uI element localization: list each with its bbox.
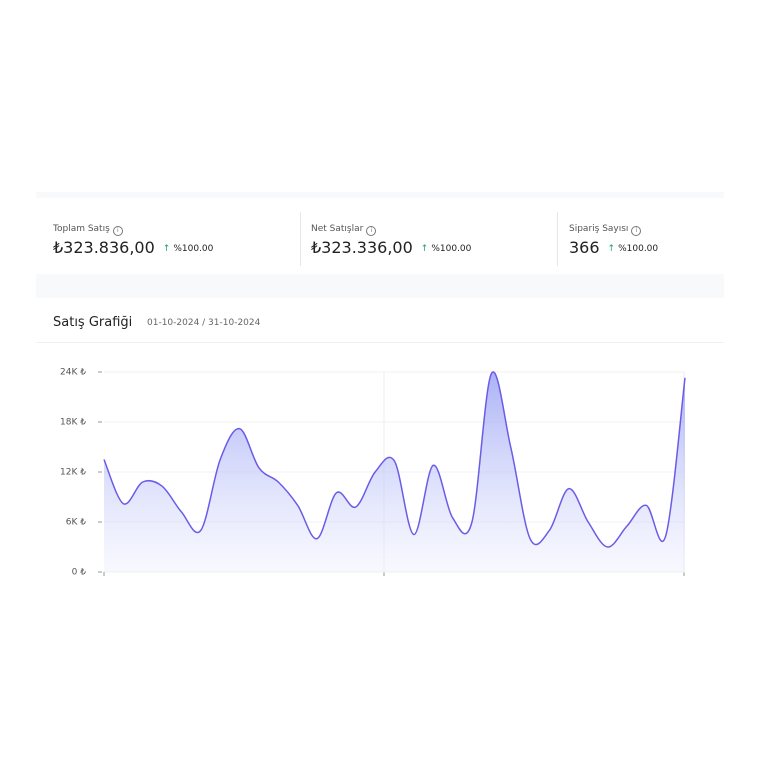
kpi-change-text: %100.00 [173, 244, 214, 254]
chart-card: Satış Grafiği 01-10-2024 / 31-10-2024 0 … [36, 298, 724, 576]
kpi-change: ↑ %100.00 [162, 244, 214, 254]
info-icon[interactable]: i [366, 226, 377, 236]
y-tick-label: 18K ₺ [60, 418, 86, 428]
kpi-label: Net Satışlar i [311, 224, 377, 236]
kpi-value: 366 ↑ %100.00 [569, 238, 658, 257]
y-tick-label: 0 ₺ [72, 568, 87, 577]
kpi-row: Toplam Satış i ₺323.836,00 ↑ %100.00 Net Sa… [36, 198, 724, 274]
kpi-value: ₺323.336,00 ↑ %100.00 [311, 238, 471, 257]
kpi-value-text: ₺323.836,00 [53, 238, 155, 257]
y-tick-label: 12K ₺ [60, 468, 86, 478]
date-range[interactable]: 01-10-2024 / 31-10-2024 [147, 318, 261, 328]
info-icon[interactable]: i [112, 226, 123, 236]
y-tick-label: 24K ₺ [60, 368, 86, 378]
separator [300, 212, 301, 266]
kpi-change: ↑ %100.00 [420, 244, 472, 254]
series-line [103, 371, 686, 548]
separator [557, 212, 558, 266]
chart: 0 ₺ 6K ₺ 12K ₺ 18K ₺ 24K ₺ [60, 368, 686, 577]
kpi-label-text: Net Satışlar [311, 224, 364, 234]
info-icon[interactable]: i [631, 226, 642, 236]
kpi-label: Toplam Satış i [53, 224, 123, 236]
chart-title: Satış Grafiği [53, 315, 133, 330]
kpi-value-text: 366 [569, 238, 600, 257]
kpi-change-text: %100.00 [618, 244, 659, 254]
kpi-label: Sipariş Sayısı i [569, 224, 642, 236]
kpi-value: ₺323.836,00 ↑ %100.00 [53, 238, 213, 257]
kpi-change: ↑ %100.00 [607, 244, 659, 254]
kpi-change-text: %100.00 [431, 244, 472, 254]
y-tick-label: 6K ₺ [66, 518, 86, 528]
kpi-value-text: ₺323.336,00 [311, 238, 413, 257]
dashboard: Toplam Satış i ₺323.836,00 ↑ %100.00 Net Sa… [36, 192, 724, 576]
kpi-label-text: Toplam Satış [53, 224, 110, 234]
area-fill [104, 371, 685, 572]
divider [36, 342, 724, 343]
kpi-label-text: Sipariş Sayısı [569, 224, 629, 234]
